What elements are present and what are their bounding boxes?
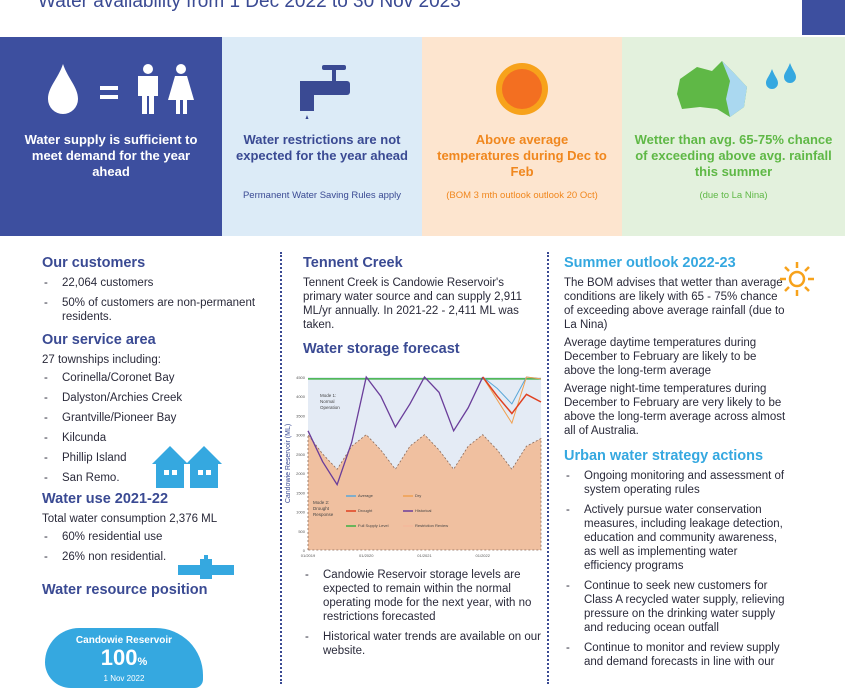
page-title: Water availability from 1 Dec 2022 to 30…	[38, 0, 461, 12]
temperature-sub: (BOM 3 mth outlook outlook 20 Oct)	[446, 190, 598, 201]
reservoir-value: 100	[100, 645, 138, 670]
tap-icon	[300, 65, 350, 119]
y-tick-label: 4000	[296, 394, 306, 399]
y-tick-label: 3000	[296, 433, 306, 438]
x-tick-label: 01/2019	[301, 553, 316, 558]
left-column: Our customers 22,064 customers 50% of cu…	[42, 250, 272, 603]
right-column: Summer outlook 2022-23 The BOM advises t…	[564, 250, 786, 675]
service-intro: 27 townships including:	[42, 354, 161, 366]
list-item: 26% non residential.	[42, 550, 272, 564]
list-item: Actively pursue water conservation measu…	[564, 503, 786, 573]
middle-column: Tennent Creek Tennent Creek is Candowie …	[303, 250, 541, 362]
storage-forecast-chart: 0 500 1000 1500 2000 2500 3000 3500 4000 4500 01/2…	[285, 375, 542, 558]
list-item: Phillip Island	[42, 451, 272, 465]
list-item: Corinella/Coronet Bay	[42, 371, 272, 385]
list-item: Grantville/Pioneer Bay	[42, 411, 272, 425]
restrictions-sub: Permanent Water Saving Rules apply	[242, 190, 402, 201]
drought-line	[482, 376, 542, 415]
pipe-valve-icon	[178, 555, 234, 579]
y-axis-label: Candowie Reservoir (ML)	[285, 424, 292, 503]
summary-banner: Water supply is sufficient to meet deman…	[0, 37, 845, 236]
reservoir-date: 1 Nov 2022	[103, 674, 145, 683]
forecast-notes: Candowie Reservoir storage levels are ex…	[303, 568, 541, 664]
y-tick-label: 4500	[296, 375, 306, 380]
list-item: Kilcunda	[42, 431, 272, 445]
water-use-intro: Total water consumption 2,376 ML	[42, 513, 218, 525]
summer-para: Average night-time temperatures during D…	[564, 383, 786, 437]
reservoir-level-badge: Candowie Reservoir 100% 1 Nov 2022	[45, 628, 203, 688]
water-use-list: 60% residential use 26% non residential.	[42, 530, 272, 564]
y-tick-label: 500	[298, 529, 305, 534]
supply-panel: Water supply is sufficient to meet deman…	[0, 37, 222, 236]
summer-para: Average daytime temperatures during Dece…	[564, 337, 757, 377]
resource-heading: Water resource position	[42, 582, 208, 598]
column-divider	[280, 252, 282, 684]
list-item: Ongoing monitoring and assessment of sys…	[564, 469, 786, 497]
list-item: San Remo.	[42, 471, 272, 485]
list-item: Candowie Reservoir storage levels are ex…	[303, 568, 541, 624]
dry-line	[482, 376, 542, 425]
strategy-heading: Urban water strategy actions	[564, 448, 764, 464]
x-tick-label: 01/2021	[417, 553, 432, 558]
rainfall-panel: Wetter than avg. 65-75% chance of exceed…	[622, 37, 845, 236]
historical-line	[307, 375, 484, 487]
legend-label: Historical	[415, 508, 432, 513]
reservoir-unit: %	[137, 656, 148, 668]
summer-heading: Summer outlook 2022-23	[564, 255, 736, 271]
y-tick-label: 3500	[296, 413, 306, 418]
temperature-text: Above average temperatures during Dec to…	[437, 132, 607, 179]
list-item: Historical water trends are available on…	[303, 630, 541, 658]
legend-label: Full Supply Level	[358, 523, 389, 528]
water-drop-equals-people-icon	[48, 64, 194, 114]
australia-rain-icon	[677, 61, 796, 117]
mode-1-label: Normal	[320, 399, 335, 404]
sun-icon	[496, 63, 548, 115]
restrictions-text: Water restrictions are not expected for …	[236, 132, 408, 163]
list-item: 60% residential use	[42, 530, 272, 544]
column-divider	[547, 252, 549, 684]
mode-2-label: Mode 2:	[313, 500, 329, 505]
summer-para: The BOM advises that wetter than average…	[564, 277, 785, 331]
list-item: 50% of customers are non-permanent resid…	[42, 296, 272, 324]
customers-heading: Our customers	[42, 255, 146, 271]
small-sun-icon	[780, 262, 814, 296]
mode-2-label: Drought	[313, 506, 330, 511]
mode-1-label: Operation	[320, 405, 340, 410]
legend-label: Average	[358, 493, 374, 498]
tennent-heading: Tennent Creek	[303, 255, 403, 271]
reservoir-name: Candowie Reservoir	[75, 635, 173, 646]
legend-label: Restriction Review	[415, 523, 448, 528]
x-tick-label: 01/2022	[476, 553, 491, 558]
temperature-panel: Above average temperatures during Dec to…	[422, 37, 622, 236]
list-item: Dalyston/Archies Creek	[42, 391, 272, 405]
service-heading: Our service area	[42, 332, 156, 348]
rainfall-text: Wetter than avg. 65-75% chance of exceed…	[634, 132, 833, 179]
mode-1-label: Mode 1:	[320, 393, 336, 398]
mode-2-label: Response	[313, 512, 334, 517]
service-list: Corinella/Coronet Bay Dalyston/Archies C…	[42, 371, 272, 485]
houses-icon	[152, 446, 222, 488]
x-tick-label: 01/2020	[359, 553, 374, 558]
tennent-text: Tennent Creek is Candowie Reservoir's pr…	[303, 277, 523, 331]
rainfall-sub: (due to La Nina)	[699, 190, 768, 201]
brand-block	[802, 0, 845, 35]
y-tick-label: 0	[303, 548, 306, 553]
restrictions-panel: Water restrictions are not expected for …	[222, 37, 422, 236]
strategy-list: Ongoing monitoring and assessment of sys…	[564, 469, 786, 669]
y-tick-label: 2500	[296, 452, 306, 457]
water-use-heading: Water use 2021-22	[42, 491, 169, 507]
drought-zone	[307, 433, 542, 551]
y-tick-label: 1500	[296, 490, 306, 495]
y-tick-label: 1000	[296, 510, 306, 515]
customers-list: 22,064 customers 50% of customers are no…	[42, 276, 272, 324]
legend-label: Drought	[358, 508, 373, 513]
supply-text: Water supply is sufficient to meet deman…	[24, 132, 198, 179]
legend-label: Dry	[415, 493, 421, 498]
y-tick-label: 2000	[296, 471, 306, 476]
list-item: Continue to monitor and review supply an…	[564, 641, 786, 669]
forecast-heading: Water storage forecast	[303, 341, 460, 357]
list-item: 22,064 customers	[42, 276, 272, 290]
list-item: Continue to seek new customers for Class…	[564, 579, 786, 635]
